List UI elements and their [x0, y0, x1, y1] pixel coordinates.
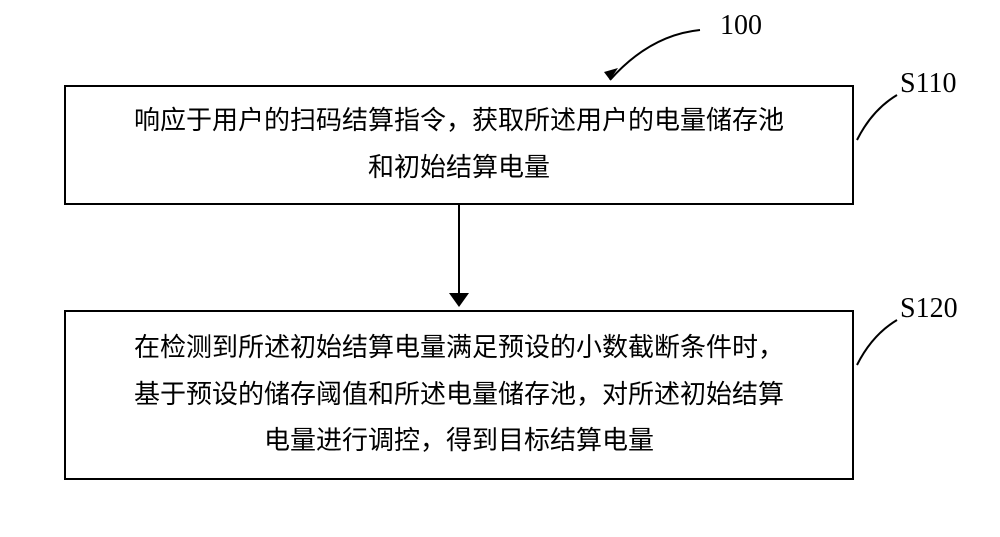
arrow-100-to-box	[580, 20, 720, 90]
box2-text: 在检测到所述初始结算电量满足预设的小数截断条件时， 基于预设的储存阈值和所述电量…	[134, 325, 784, 465]
box2-line2: 基于预设的储存阈值和所述电量储存池，对所述初始结算	[134, 380, 784, 409]
box2-line3: 电量进行调控，得到目标结算电量	[264, 426, 654, 455]
box1-line2: 和初始结算电量	[368, 153, 550, 182]
box1-line1: 响应于用户的扫码结算指令，获取所述用户的电量储存池	[134, 106, 784, 135]
flow-arrow-head	[449, 293, 469, 307]
flow-arrow-line	[458, 205, 460, 295]
box2-line1: 在检测到所述初始结算电量满足预设的小数截断条件时，	[134, 333, 784, 362]
main-label: 100	[720, 10, 762, 42]
connector-s120	[852, 315, 912, 375]
flowchart-step-s120: 在检测到所述初始结算电量满足预设的小数截断条件时， 基于预设的储存阈值和所述电量…	[64, 310, 854, 480]
flowchart-step-s110: 响应于用户的扫码结算指令，获取所述用户的电量储存池 和初始结算电量	[64, 85, 854, 205]
box1-text: 响应于用户的扫码结算指令，获取所述用户的电量储存池 和初始结算电量	[134, 98, 784, 192]
connector-s110	[852, 90, 912, 150]
